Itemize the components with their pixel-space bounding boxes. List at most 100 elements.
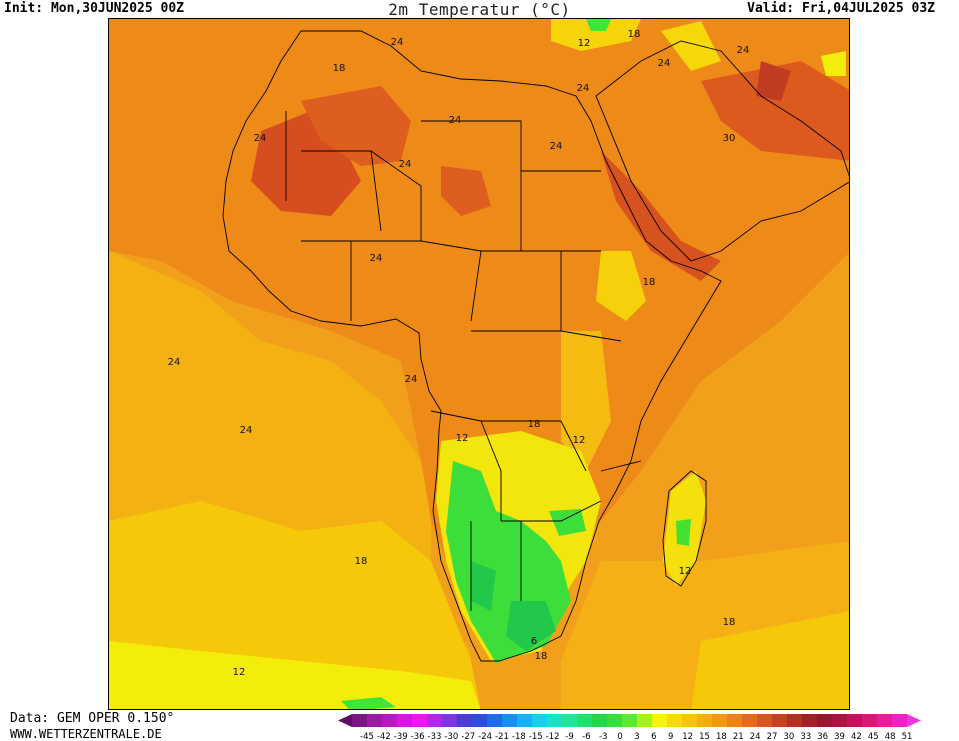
legend-tick-label: -30 (444, 732, 458, 741)
temp-band-3-karoo (506, 601, 556, 651)
legend-tick-label: -42 (377, 732, 391, 741)
legend-swatch (457, 714, 472, 727)
legend-swatch (532, 714, 547, 727)
legend-swatch (412, 714, 427, 727)
contour-label: 18 (528, 419, 541, 430)
legend-swatch (517, 714, 532, 727)
contour-label: 24 (254, 133, 267, 144)
legend-tick-labels: -45 -42 -39 -36 -33 -30 -27 -24 -21 -18 -15 -12 -9 -6… (360, 732, 912, 741)
legend-tick-label: -45 (360, 732, 374, 741)
legend-swatch (757, 714, 772, 727)
legend-tick-label: 39 (834, 732, 845, 741)
contour-label: 12 (573, 435, 586, 446)
hot-spot-arabia-core (756, 61, 791, 101)
legend-swatches (338, 714, 921, 727)
legend-tick-label: 18 (716, 732, 727, 741)
legend-tick-label: -27 (461, 732, 475, 741)
legend-tick-label: 12 (682, 732, 693, 741)
contour-label: 18 (333, 63, 346, 74)
legend-swatch (892, 714, 907, 727)
legend-tick-label: 9 (668, 732, 673, 741)
contour-label: 24 (737, 45, 750, 56)
map-canvas: 24 18 12 18 24 24 24 24 24 24 24 30 24 18 24 24 24 18 12 12… (109, 19, 849, 709)
madagascar-cool-core (676, 519, 691, 546)
legend-swatch (832, 714, 847, 727)
legend-swatch (382, 714, 397, 727)
legend-tick-label: -3 (599, 732, 607, 741)
contour-label: 24 (391, 37, 404, 48)
cool-anatolia (586, 19, 611, 31)
legend-tick-label: 15 (699, 732, 710, 741)
legend-swatch (787, 714, 802, 727)
legend-tick-label: 24 (750, 732, 761, 741)
temp-band-18-indian (691, 611, 849, 709)
contour-label: 24 (550, 141, 563, 152)
legend-tick-label: -24 (478, 732, 492, 741)
contour-label: 30 (723, 133, 736, 144)
legend-swatch (592, 714, 607, 727)
legend-swatch (727, 714, 742, 727)
legend-swatch (487, 714, 502, 727)
website-credit[interactable]: WWW.WETTERZENTRALE.DE (10, 727, 162, 741)
legend-swatch (622, 714, 637, 727)
legend-tick-label: 36 (817, 732, 828, 741)
contour-label: 24 (577, 83, 590, 94)
contour-label: 24 (370, 253, 383, 264)
cool-ethiopian-highlands (596, 251, 646, 321)
legend-tick-label: 6 (651, 732, 656, 741)
legend-swatch (697, 714, 712, 727)
contour-label: 12 (456, 433, 469, 444)
legend-swatch (652, 714, 667, 727)
legend-swatch (472, 714, 487, 727)
legend-tick-label: -15 (529, 732, 543, 741)
temp-band-12 (109, 641, 481, 709)
legend-swatch (847, 714, 862, 727)
contour-label: 24 (240, 425, 253, 436)
init-time: Init: Mon,30JUN2025 00Z (4, 1, 185, 16)
contour-label: 12 (578, 38, 591, 49)
legend-tick-label: -6 (582, 732, 590, 741)
legend-swatch (667, 714, 682, 727)
legend-tick-label: 0 (617, 732, 622, 741)
contour-label: 18 (355, 556, 368, 567)
contour-label: 12 (233, 667, 246, 678)
contour-label: 18 (643, 277, 656, 288)
legend-tick-label: -39 (394, 732, 408, 741)
legend-swatch (817, 714, 832, 727)
legend-tick-label: 3 (634, 732, 639, 741)
country-borders (222, 30, 849, 662)
hot-spot-central-sahara (301, 86, 411, 166)
legend-swatch (742, 714, 757, 727)
contour-label: 12 (679, 566, 692, 577)
legend-swatch (367, 714, 382, 727)
contour-label: 18 (723, 617, 736, 628)
legend-swatch (547, 714, 562, 727)
legend-swatch (442, 714, 457, 727)
legend-tick-label: 42 (851, 732, 862, 741)
madagascar-coastline (662, 470, 707, 587)
cool-levant-highlands (661, 21, 721, 71)
contour-label: 24 (449, 115, 462, 126)
legend-swatch (802, 714, 817, 727)
temperature-map[interactable]: 24 18 12 18 24 24 24 24 24 24 24 30 24 18 24 24 24 18 12 12… (108, 18, 850, 710)
cool-mediterranean (551, 19, 641, 51)
temp-band-6-south (341, 697, 396, 709)
legend-swatch (607, 714, 622, 727)
chart-title: 2m Temperatur (°C) (388, 0, 571, 19)
legend-tick-label: -21 (495, 732, 509, 741)
legend-swatch (712, 714, 727, 727)
data-source: Data: GEM OPER 0.150° (10, 711, 175, 726)
legend-swatch (352, 714, 367, 727)
internal-borders (285, 111, 642, 611)
legend-swatch (427, 714, 442, 727)
hot-spot-arabia (701, 61, 849, 161)
legend-arrow-low (338, 714, 352, 727)
cool-east-africa (561, 331, 611, 471)
legend-swatch (682, 714, 697, 727)
arabia-coastline (595, 40, 849, 262)
legend-tick-label: 27 (767, 732, 778, 741)
contour-label: 24 (168, 357, 181, 368)
hot-spot-red-sea (601, 151, 721, 281)
legend-tick-label: -12 (546, 732, 560, 741)
contour-label: 18 (628, 29, 641, 40)
